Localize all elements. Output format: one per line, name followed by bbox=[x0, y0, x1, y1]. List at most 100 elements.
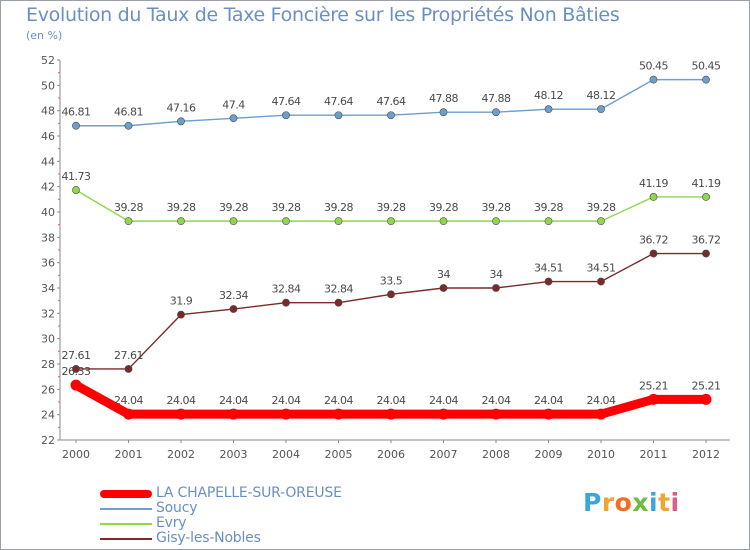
data-label: 24.04 bbox=[114, 394, 143, 407]
data-point bbox=[649, 193, 658, 201]
data-point bbox=[282, 298, 290, 307]
data-point bbox=[649, 75, 658, 84]
x-tick-label: 2004 bbox=[272, 448, 300, 461]
logo-letter: i bbox=[649, 488, 659, 517]
data-point bbox=[597, 105, 605, 114]
proxiti-logo: Proxiti bbox=[583, 488, 680, 517]
data-label: 34 bbox=[437, 268, 450, 281]
data-point bbox=[492, 284, 500, 292]
x-tick-label: 2010 bbox=[587, 448, 615, 461]
data-label: 39.28 bbox=[377, 201, 406, 214]
data-label: 24.04 bbox=[219, 394, 248, 407]
data-point bbox=[229, 217, 238, 226]
data-label: 36.72 bbox=[639, 234, 668, 247]
data-point bbox=[72, 121, 80, 130]
data-label: 33.5 bbox=[380, 274, 403, 287]
data-label: 25.21 bbox=[639, 379, 668, 392]
legend-label: Soucy bbox=[156, 500, 198, 516]
data-point bbox=[543, 408, 554, 420]
data-point bbox=[72, 186, 80, 194]
data-point bbox=[282, 217, 290, 226]
data-label: 48.12 bbox=[534, 89, 563, 102]
x-tick-label: 2007 bbox=[430, 448, 458, 461]
data-label: 46.81 bbox=[62, 106, 91, 119]
data-point bbox=[177, 217, 185, 226]
y-tick-label: 34 bbox=[41, 282, 55, 295]
data-point bbox=[228, 408, 239, 420]
x-tick-label: 2003 bbox=[220, 448, 248, 461]
data-label: 24.04 bbox=[587, 394, 616, 407]
data-label: 39.28 bbox=[587, 201, 616, 214]
data-point bbox=[544, 105, 553, 114]
data-label: 47.16 bbox=[167, 101, 196, 114]
data-label: 34.51 bbox=[587, 262, 616, 275]
data-label: 47.4 bbox=[222, 98, 245, 111]
data-point bbox=[648, 393, 659, 405]
data-label: 50.45 bbox=[639, 60, 668, 73]
y-tick-label: 38 bbox=[41, 231, 55, 244]
y-tick-label: 28 bbox=[41, 358, 55, 371]
data-label: 47.88 bbox=[482, 92, 511, 105]
data-label: 32.84 bbox=[272, 283, 301, 296]
data-label: 24.04 bbox=[377, 394, 406, 407]
data-label: 39.28 bbox=[429, 201, 458, 214]
data-point bbox=[177, 117, 185, 126]
y-tick-label: 32 bbox=[41, 307, 55, 320]
data-label: 47.88 bbox=[429, 92, 458, 105]
data-point bbox=[544, 217, 553, 226]
data-point bbox=[595, 408, 607, 420]
data-point bbox=[387, 217, 395, 226]
data-point bbox=[492, 108, 500, 117]
data-point bbox=[597, 217, 605, 226]
logo-letter: o bbox=[614, 488, 633, 517]
y-tick-label: 40 bbox=[41, 206, 55, 219]
data-label: 39.28 bbox=[534, 201, 563, 214]
data-point bbox=[385, 408, 397, 420]
data-point bbox=[702, 249, 710, 258]
legend-swatch bbox=[100, 508, 152, 510]
data-point bbox=[439, 217, 448, 226]
data-point bbox=[387, 290, 395, 299]
legend-swatch bbox=[100, 523, 152, 525]
y-tick-label: 52 bbox=[41, 54, 55, 67]
data-point bbox=[229, 305, 238, 313]
data-point bbox=[124, 365, 133, 373]
legend-label: Evry bbox=[156, 515, 187, 531]
y-tick-label: 42 bbox=[41, 181, 55, 194]
data-point bbox=[544, 277, 553, 286]
x-tick-label: 2000 bbox=[62, 448, 90, 461]
data-label: 39.28 bbox=[114, 201, 143, 214]
legend-label: Gisy-les-Nobles bbox=[156, 530, 261, 546]
x-tick-label: 2009 bbox=[535, 448, 563, 461]
y-tick-label: 46 bbox=[41, 130, 55, 143]
data-point bbox=[70, 379, 82, 391]
x-tick-label: 2005 bbox=[325, 448, 353, 461]
data-point bbox=[334, 217, 343, 226]
data-label: 26.33 bbox=[62, 365, 91, 378]
data-point bbox=[597, 277, 605, 286]
data-label: 47.64 bbox=[324, 95, 353, 108]
data-label: 39.28 bbox=[324, 201, 353, 214]
data-label: 24.04 bbox=[167, 394, 196, 407]
data-label: 24.04 bbox=[324, 394, 353, 407]
data-label: 24.04 bbox=[534, 394, 563, 407]
legend-item: LA CHAPELLE-SUR-OREUSE bbox=[100, 485, 400, 501]
logo-letter: i bbox=[670, 488, 680, 517]
data-label: 46.81 bbox=[114, 106, 143, 119]
logo-letter: r bbox=[601, 488, 615, 517]
data-point bbox=[649, 249, 658, 258]
data-label: 25.21 bbox=[692, 379, 721, 392]
y-tick-label: 22 bbox=[41, 434, 55, 447]
data-point bbox=[124, 217, 133, 226]
data-label: 34.51 bbox=[534, 262, 563, 275]
data-point bbox=[175, 408, 187, 420]
data-label: 41.19 bbox=[639, 177, 668, 190]
y-tick-label: 26 bbox=[41, 383, 55, 396]
data-point bbox=[333, 408, 344, 420]
data-label: 47.64 bbox=[272, 95, 301, 108]
chart-title: Evolution du Taux de Taxe Foncière sur l… bbox=[26, 4, 620, 26]
y-tick-label: 44 bbox=[41, 155, 55, 168]
y-tick-label: 24 bbox=[41, 409, 55, 422]
data-label: 47.64 bbox=[377, 95, 406, 108]
